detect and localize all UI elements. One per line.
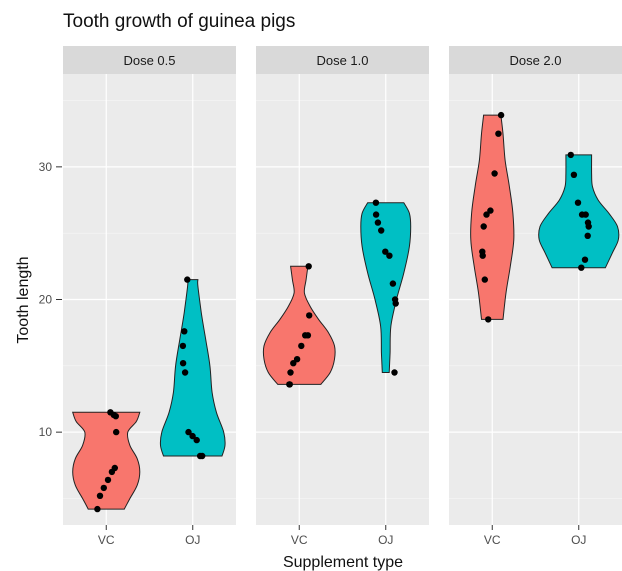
- data-point: [485, 316, 492, 323]
- data-point: [179, 360, 187, 367]
- violin-vc: [470, 114, 515, 320]
- data-point: [112, 413, 120, 420]
- facet-panels: Dose 0.5 Dose 1.0 Dose 2.0: [63, 46, 622, 525]
- data-point: [483, 211, 490, 218]
- data-point: [108, 468, 116, 476]
- data-point: [480, 223, 487, 230]
- facet-panel: Dose 0.5: [63, 46, 236, 525]
- data-point: [286, 381, 293, 388]
- facet-panel: Dose 2.0: [449, 46, 622, 525]
- data-point: [305, 263, 312, 270]
- data-point: [94, 505, 101, 513]
- data-point: [497, 111, 505, 119]
- data-point: [372, 199, 380, 206]
- data-point: [181, 328, 188, 335]
- data-point: [287, 369, 294, 376]
- y-axis-title: Tooth length: [15, 256, 32, 343]
- data-point: [104, 476, 112, 484]
- data-point: [386, 252, 393, 259]
- data-point: [585, 223, 592, 230]
- data-point: [293, 356, 301, 363]
- data-point: [389, 280, 397, 287]
- data-point: [302, 332, 309, 339]
- data-point: [582, 211, 589, 218]
- y-axis: 10 20 30: [39, 160, 62, 439]
- y-tick-label: 10: [39, 425, 53, 439]
- data-point: [581, 256, 589, 263]
- facet-panel: Dose 1.0: [256, 46, 429, 525]
- data-point: [306, 312, 313, 319]
- violin-vc: [262, 265, 336, 385]
- violin-vc: [71, 411, 141, 510]
- data-point: [570, 171, 578, 178]
- data-point: [481, 276, 488, 283]
- facet-strip-label: Dose 1.0: [316, 53, 368, 68]
- data-point: [495, 130, 502, 137]
- facet-strip: [449, 46, 622, 74]
- data-point: [298, 342, 305, 350]
- x-tick-label: OJ: [378, 533, 393, 547]
- x-tick-label: VC: [484, 533, 501, 547]
- facet-strip: [63, 46, 236, 74]
- data-point: [487, 207, 494, 214]
- data-point: [184, 276, 191, 283]
- facet-strip-label: Dose 0.5: [123, 53, 175, 68]
- data-point: [578, 264, 585, 271]
- data-point: [193, 436, 200, 444]
- data-point: [113, 428, 120, 436]
- data-point: [185, 428, 192, 436]
- data-point: [584, 232, 591, 239]
- data-point: [179, 342, 187, 350]
- data-point: [382, 248, 389, 255]
- data-point: [372, 211, 380, 218]
- data-point: [374, 219, 382, 226]
- data-point: [378, 227, 385, 234]
- facet-strip: [256, 46, 429, 74]
- data-point: [391, 369, 398, 376]
- y-tick-label: 20: [39, 293, 53, 307]
- data-point: [199, 452, 206, 460]
- data-point: [290, 360, 297, 367]
- data-point: [567, 151, 574, 159]
- data-point: [96, 492, 104, 499]
- x-tick-label: VC: [98, 533, 115, 547]
- data-point: [189, 432, 196, 440]
- x-axis-title: Supplement type: [283, 554, 403, 571]
- violin-oj: [538, 154, 620, 269]
- x-axis: VC OJ VC OJ VC OJ: [98, 525, 586, 547]
- data-point: [574, 199, 582, 206]
- data-point: [181, 369, 189, 376]
- y-tick-label: 30: [39, 160, 53, 174]
- data-point: [491, 170, 498, 177]
- chart-title: Tooth growth of guinea pigs: [63, 11, 295, 32]
- data-point: [479, 252, 486, 259]
- data-point: [100, 484, 108, 492]
- x-tick-label: OJ: [571, 533, 586, 547]
- x-tick-label: VC: [291, 533, 308, 547]
- data-point: [392, 300, 399, 307]
- facet-strip-label: Dose 2.0: [509, 53, 561, 68]
- x-tick-label: OJ: [185, 533, 200, 547]
